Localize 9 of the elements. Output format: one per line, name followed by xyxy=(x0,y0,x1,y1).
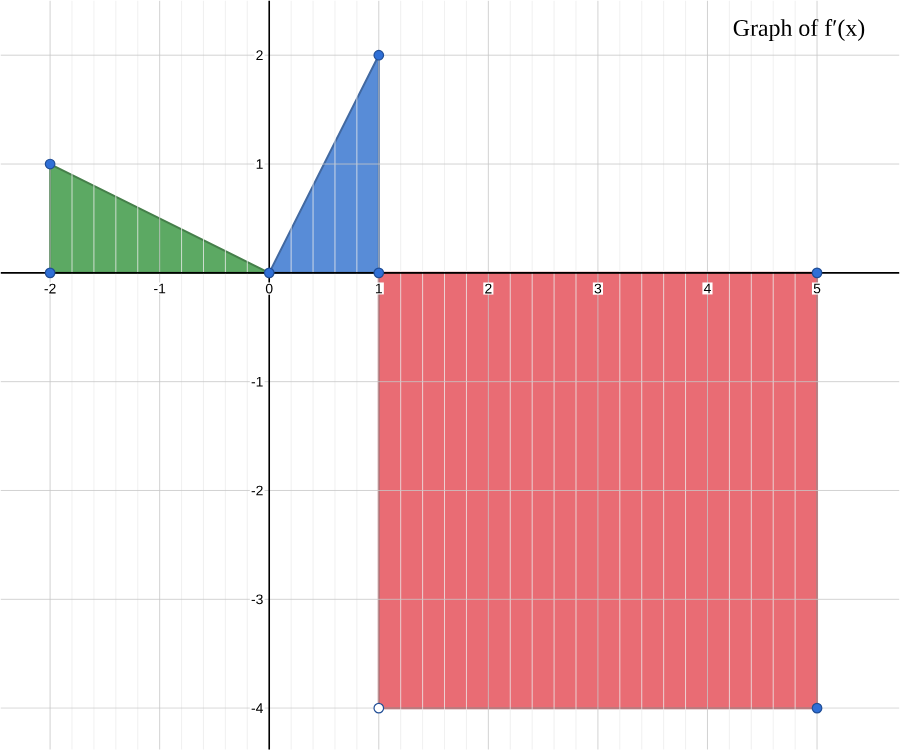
text: Graph of f′(x) xyxy=(733,18,865,41)
point xyxy=(373,267,385,279)
point xyxy=(44,158,56,170)
point xyxy=(373,702,385,714)
point xyxy=(44,267,56,279)
point xyxy=(811,702,823,714)
point xyxy=(373,49,385,61)
point xyxy=(811,267,823,279)
point xyxy=(263,267,275,279)
